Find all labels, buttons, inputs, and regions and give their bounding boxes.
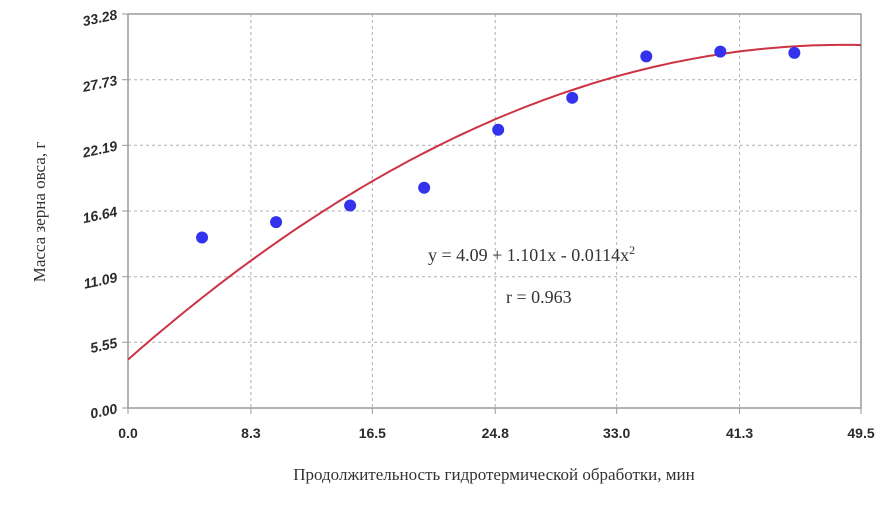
regression-equation: y = 4.09 + 1.101x - 0.0114x2 — [428, 243, 635, 265]
x-tick-label: 41.3 — [726, 425, 753, 441]
grid — [122, 13, 862, 414]
y-tick-label: 16.64 — [81, 203, 119, 226]
x-tick-label: 8.3 — [241, 425, 261, 441]
x-axis-title: Продолжительность гидротермической обраб… — [293, 465, 694, 484]
y-tick-label: 5.55 — [89, 335, 119, 356]
y-tick-label: 22.19 — [80, 138, 119, 161]
correlation-coefficient: r = 0.963 — [506, 287, 572, 307]
data-point — [344, 199, 357, 212]
y-tick-label: 27.73 — [80, 72, 119, 95]
x-tick-label: 16.5 — [359, 425, 386, 441]
data-point — [418, 181, 431, 194]
y-tick-labels: 0.00 5.55 11.09 16.64 22.19 27.73 33.28 — [80, 6, 119, 421]
x-tick-label: 33.0 — [603, 425, 630, 441]
y-tick-label: 33.28 — [81, 6, 119, 29]
x-tick-label: 24.8 — [482, 425, 509, 441]
data-point — [196, 231, 209, 244]
equation-text: y = 4.09 + 1.101x - 0.0114x — [428, 245, 629, 265]
data-point — [788, 46, 801, 59]
plot-frame — [127, 13, 862, 409]
x-tick-label: 0.0 — [118, 425, 138, 441]
data-point — [270, 216, 283, 229]
regression-curve — [127, 43, 862, 361]
data-point — [714, 45, 727, 58]
equation-exponent: 2 — [629, 243, 635, 257]
data-point — [566, 91, 579, 104]
y-axis-title: Масса зерна овса, г — [30, 142, 49, 283]
y-tick-label: 0.00 — [89, 400, 119, 421]
x-tick-label: 49.5 — [847, 425, 874, 441]
data-point — [492, 123, 505, 136]
x-tick-labels: 0.0 8.3 16.5 24.8 33.0 41.3 49.5 — [118, 425, 875, 441]
y-tick-label: 11.09 — [82, 269, 119, 292]
data-points — [196, 45, 801, 244]
data-point — [640, 50, 653, 63]
